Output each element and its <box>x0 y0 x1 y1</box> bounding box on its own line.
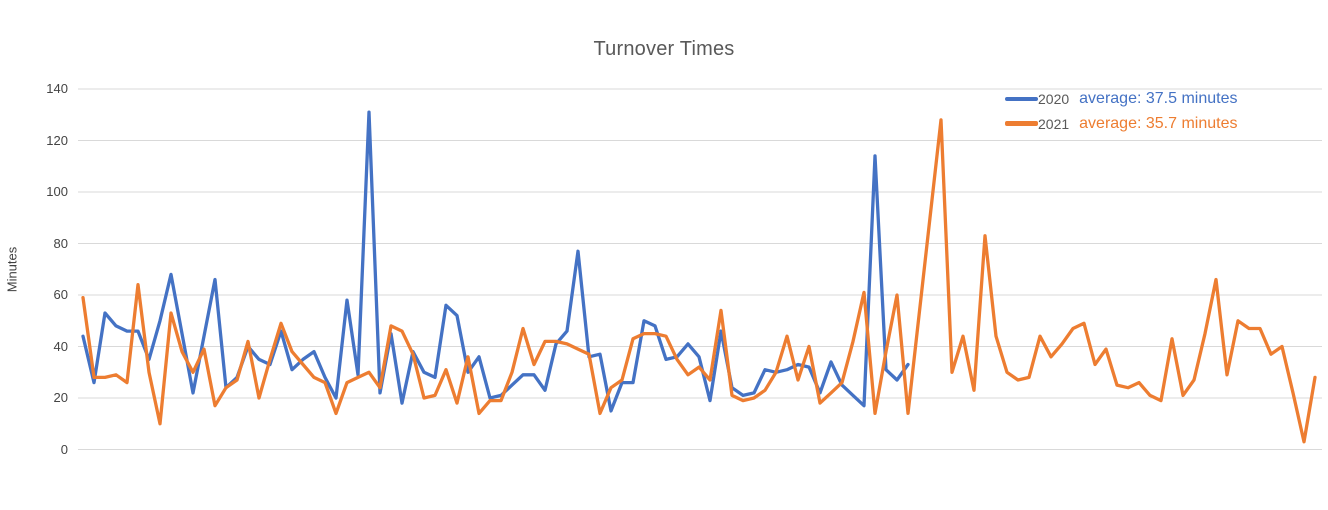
series-line-2021 <box>81 118 1317 444</box>
y-tick-label: 0 <box>60 441 68 457</box>
legend-item-2020: 2020 average: 37.5 minutes <box>1005 86 1325 111</box>
y-tick-label: 60 <box>53 287 68 302</box>
legend: 2020 average: 37.5 minutes 2021 average:… <box>1005 86 1325 136</box>
legend-line-swatch-2020 <box>1005 96 1038 101</box>
y-tick-label: 120 <box>46 132 68 148</box>
y-tick-label: 80 <box>53 235 68 251</box>
y-tick-label: 100 <box>46 184 68 199</box>
legend-line-swatch-2021 <box>1005 121 1038 126</box>
legend-label-2020: 2020 <box>1038 90 1070 107</box>
legend-average-2020: average: 37.5 minutes <box>1079 89 1238 107</box>
legend-average-2021: average: 35.7 minutes <box>1079 114 1238 132</box>
series-line-2020 <box>81 110 910 413</box>
y-tick-label: 40 <box>53 338 68 354</box>
y-tick-label: 140 <box>46 81 68 96</box>
chart-title: Turnover Times <box>593 38 735 60</box>
legend-label-2021: 2021 <box>1038 115 1070 132</box>
y-tick-label: 20 <box>53 390 68 405</box>
legend-item-2021: 2021 average: 35.7 minutes <box>1005 111 1325 136</box>
